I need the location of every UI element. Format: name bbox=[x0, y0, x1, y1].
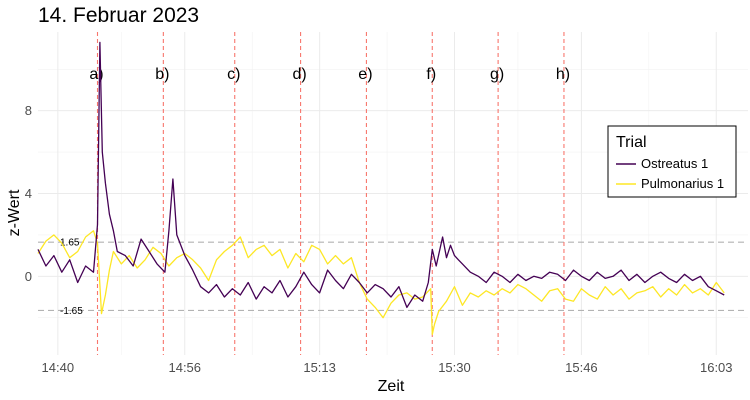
gridlines bbox=[38, 32, 748, 355]
series-line bbox=[37, 41, 725, 309]
x-tick-label: 16:03 bbox=[700, 360, 733, 375]
series-line bbox=[37, 230, 725, 335]
event-label: e) bbox=[358, 66, 372, 83]
y-axis-title: z-Wert bbox=[6, 189, 23, 236]
plot-panel: 1.65 -1.65 a) b) c) d) e) f) g) h) bbox=[37, 32, 748, 355]
x-axis-title: Zeit bbox=[378, 378, 405, 395]
event-label: a) bbox=[89, 66, 103, 83]
y-tick-label: 0 bbox=[25, 269, 32, 284]
x-tick-label: 15:46 bbox=[565, 360, 598, 375]
event-label: b) bbox=[155, 66, 169, 83]
series-lines bbox=[37, 41, 725, 335]
x-tick-label: 14:56 bbox=[168, 360, 201, 375]
legend: Trial Ostreatus 1 Pulmonarius 1 bbox=[607, 125, 737, 198]
threshold-label: -1.65 bbox=[60, 306, 83, 317]
legend-box bbox=[607, 125, 737, 198]
y-tick-label: 4 bbox=[25, 186, 32, 201]
legend-label-pulmonarius: Pulmonarius 1 bbox=[641, 176, 724, 191]
x-tick-label: 15:30 bbox=[438, 360, 471, 375]
event-label: c) bbox=[227, 66, 240, 83]
y-axis-ticks: 0 4 8 bbox=[25, 103, 32, 284]
legend-label-ostreatus: Ostreatus 1 bbox=[641, 156, 708, 171]
event-label: f) bbox=[426, 66, 436, 83]
event-label: d) bbox=[292, 66, 306, 83]
event-label: g) bbox=[490, 66, 504, 83]
x-axis-ticks: 14:40 14:56 15:13 15:30 15:46 16:03 bbox=[42, 360, 733, 375]
threshold-label: 1.65 bbox=[60, 238, 80, 249]
chart-title: 14. Februar 2023 bbox=[38, 4, 199, 27]
threshold-lines: 1.65 -1.65 bbox=[38, 238, 748, 317]
y-tick-label: 8 bbox=[25, 103, 32, 118]
x-tick-label: 15:13 bbox=[303, 360, 336, 375]
x-tick-label: 14:40 bbox=[42, 360, 75, 375]
legend-title: Trial bbox=[616, 134, 647, 151]
event-label: h) bbox=[556, 66, 570, 83]
